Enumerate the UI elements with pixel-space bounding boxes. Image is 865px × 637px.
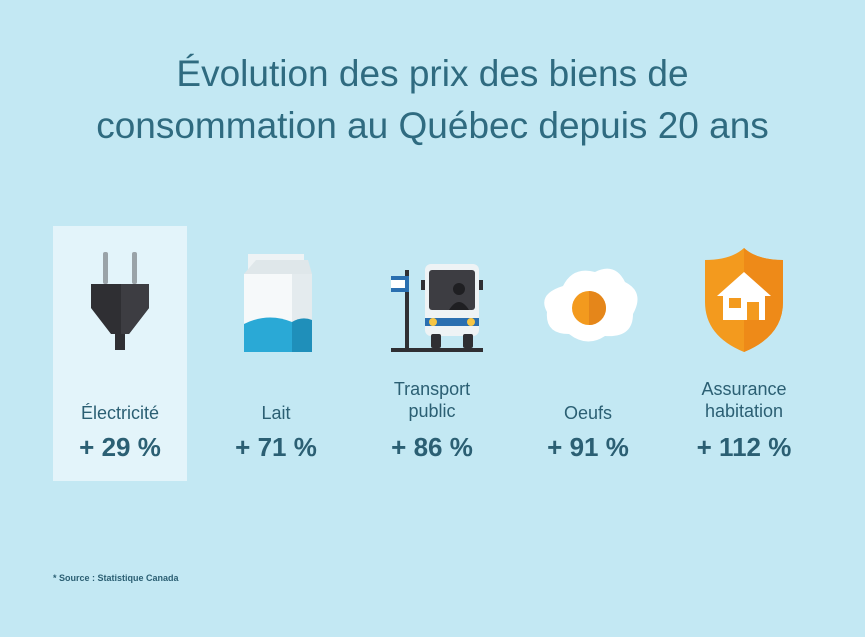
item-label: Électricité (80, 403, 160, 423)
item-oeufs: Oeufs + 91 % (521, 226, 655, 481)
item-value: + 29 % (79, 432, 161, 462)
item-value: + 86 % (391, 432, 473, 462)
page-title: Évolution des prix des biens de consomma… (0, 48, 865, 152)
milk-carton-icon (209, 246, 343, 356)
title-line-1: Évolution des prix des biens de (176, 53, 689, 94)
item-assurance-habitation: Assurance habitation + 112 % (677, 226, 811, 481)
plug-icon (53, 246, 187, 356)
house-shield-icon (677, 246, 811, 356)
egg-icon (521, 246, 655, 356)
item-electricite: Électricité + 29 % (53, 226, 187, 481)
bus-icon (365, 246, 499, 356)
item-value: + 91 % (547, 432, 629, 462)
item-label: Oeufs (563, 403, 613, 423)
source-note: * Source : Statistique Canada (53, 573, 179, 583)
title-line-2: consommation au Québec depuis 20 ans (96, 105, 769, 146)
item-label: Lait (261, 403, 291, 423)
item-label: Transport public (393, 379, 471, 421)
item-value: + 71 % (235, 432, 317, 462)
item-label: Assurance habitation (701, 379, 787, 421)
item-lait: Lait + 71 % (209, 226, 343, 481)
item-transport-public: Transport public + 86 % (365, 226, 499, 481)
item-value: + 112 % (696, 432, 792, 462)
